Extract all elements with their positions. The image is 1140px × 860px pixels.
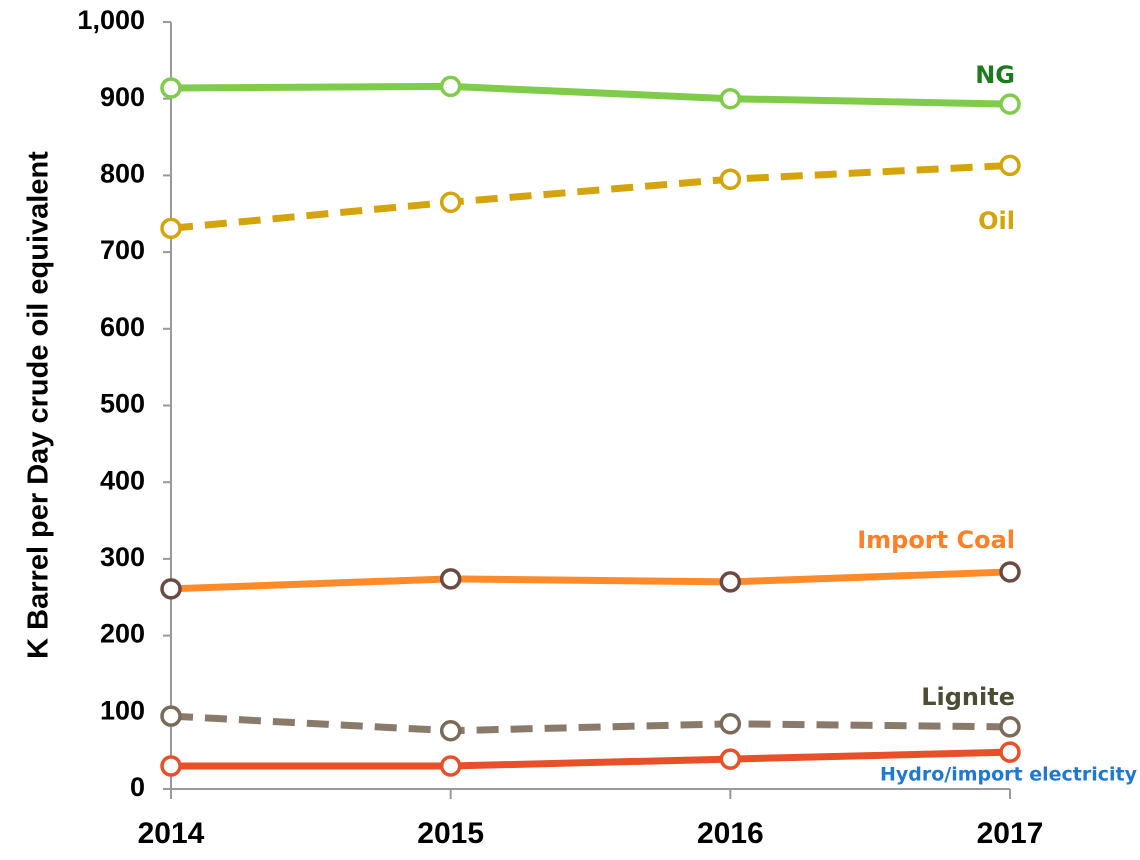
y-tick-label: 600 (100, 312, 145, 342)
x-tick-label: 2014 (138, 817, 205, 850)
x-tick-label: 2017 (977, 817, 1044, 850)
series-label: Oil (978, 207, 1015, 235)
y-tick-label: 800 (100, 159, 145, 189)
y-tick-label: 1,000 (77, 5, 145, 35)
series-line (170, 82, 1011, 108)
y-axis-title: K Barrel per Day crude oil equivalent (23, 151, 55, 659)
marker (160, 755, 182, 777)
series-label: Hydro/import electricity (880, 764, 1138, 786)
x-tick-label: 2016 (697, 817, 764, 850)
marker (999, 561, 1021, 583)
marker (999, 154, 1021, 177)
marker (719, 748, 742, 770)
y-tick-label: 300 (100, 542, 145, 572)
series-label: NG (975, 61, 1015, 89)
marker (160, 705, 182, 727)
marker (160, 217, 182, 240)
y-tick-label: 400 (100, 465, 145, 495)
marker (160, 578, 182, 600)
y-tick-label: 900 (100, 82, 145, 112)
series-label: Import Coal (857, 526, 1015, 554)
series-label: Lignite (921, 683, 1015, 711)
y-tick-label: 200 (100, 619, 145, 649)
y-tick-label: 700 (100, 235, 145, 265)
marker (439, 75, 462, 98)
marker (999, 741, 1021, 763)
marker (999, 93, 1021, 115)
marker (439, 719, 462, 742)
y-tick-label: 100 (100, 695, 145, 725)
series-line (170, 161, 1011, 232)
marker (999, 716, 1021, 738)
marker (439, 755, 462, 777)
series-line (171, 748, 1011, 770)
series-line (170, 712, 1011, 735)
y-tick-label: 500 (100, 389, 145, 419)
y-tick-label: 0 (130, 772, 145, 802)
marker (719, 713, 742, 735)
marker (719, 87, 742, 110)
x-tick-label: 2015 (417, 817, 484, 850)
marker (719, 168, 742, 190)
series-line (170, 568, 1011, 593)
marker (719, 571, 742, 593)
marker (439, 568, 462, 590)
marker (160, 77, 182, 99)
marker (439, 191, 462, 213)
